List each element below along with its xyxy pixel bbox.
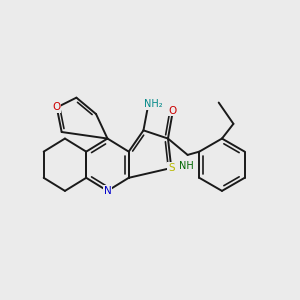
Text: O: O: [52, 103, 61, 112]
Text: N: N: [103, 186, 111, 196]
Text: S: S: [168, 163, 175, 173]
Text: NH₂: NH₂: [144, 99, 163, 109]
Text: O: O: [169, 106, 177, 116]
Text: NH: NH: [178, 161, 194, 171]
